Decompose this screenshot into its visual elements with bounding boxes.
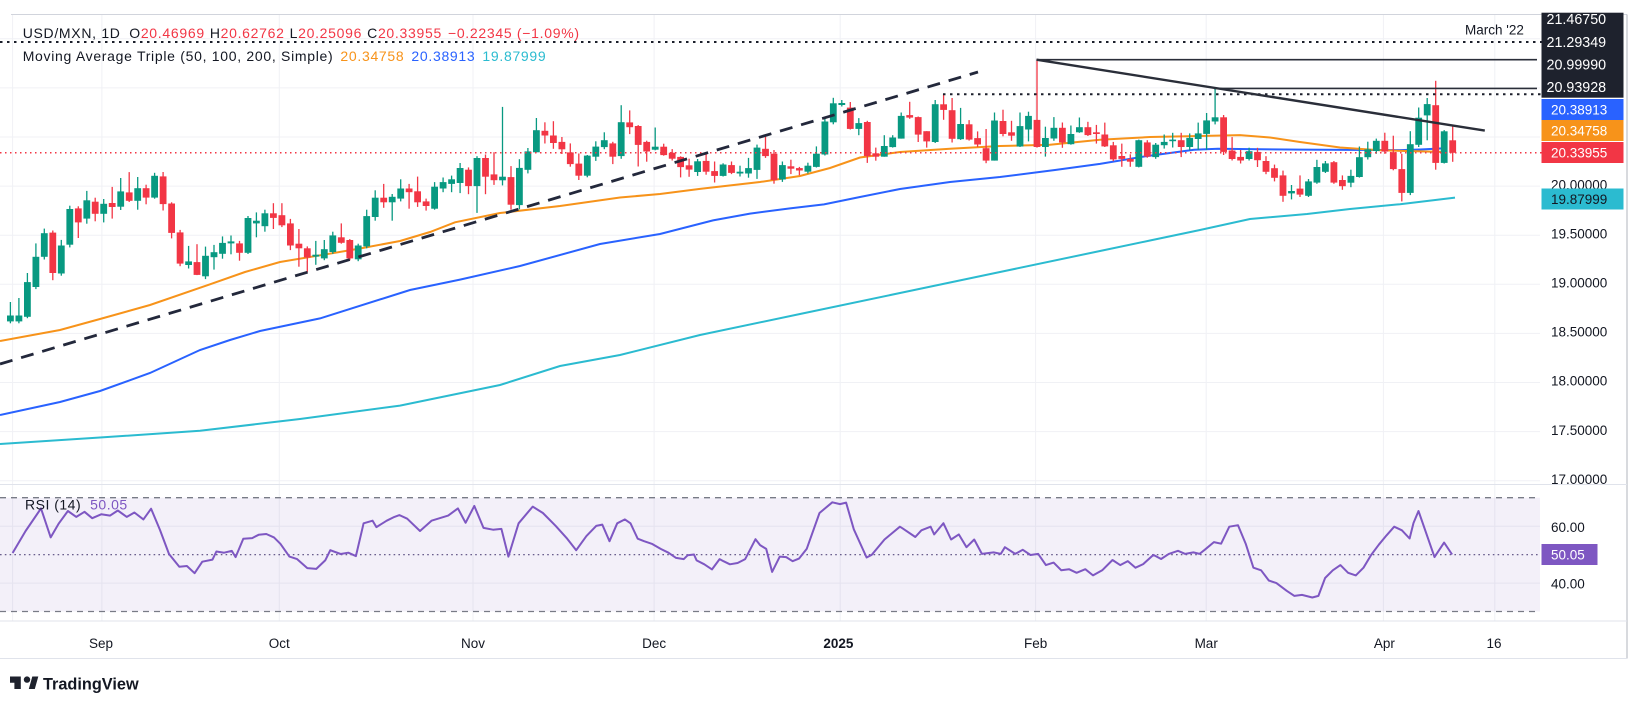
svg-text:Mar: Mar bbox=[1195, 636, 1219, 651]
svg-text:Apr: Apr bbox=[1374, 636, 1396, 651]
svg-text:20.38913: 20.38913 bbox=[1551, 102, 1607, 117]
svg-text:18.00000: 18.00000 bbox=[1551, 374, 1607, 389]
svg-text:20.99990: 20.99990 bbox=[1547, 58, 1607, 74]
svg-text:Dec: Dec bbox=[642, 636, 666, 651]
svg-text:17.50000: 17.50000 bbox=[1551, 423, 1607, 438]
svg-text:Oct: Oct bbox=[269, 636, 290, 651]
svg-text:40.00: 40.00 bbox=[1551, 576, 1585, 591]
svg-text:19.00000: 19.00000 bbox=[1551, 276, 1607, 291]
svg-text:50.05: 50.05 bbox=[1551, 547, 1585, 562]
svg-text:Feb: Feb bbox=[1024, 636, 1047, 651]
svg-text:RSI (14)50.05: RSI (14) 50.05 bbox=[25, 497, 128, 513]
svg-text:TradingView: TradingView bbox=[43, 675, 139, 693]
svg-text:20.33955: 20.33955 bbox=[1551, 145, 1607, 160]
svg-text:16: 16 bbox=[1486, 636, 1501, 651]
svg-text:20.34758: 20.34758 bbox=[1551, 123, 1607, 138]
svg-text:2025: 2025 bbox=[823, 636, 854, 651]
svg-text:21.46750: 21.46750 bbox=[1547, 12, 1607, 28]
svg-text:18.50000: 18.50000 bbox=[1551, 325, 1607, 340]
svg-text:Nov: Nov bbox=[461, 636, 485, 651]
svg-text:March '22: March '22 bbox=[1465, 23, 1524, 38]
svg-text:19.50000: 19.50000 bbox=[1551, 226, 1607, 241]
svg-text:17.00000: 17.00000 bbox=[1551, 472, 1607, 487]
svg-text:Sep: Sep bbox=[89, 636, 113, 651]
svg-text:Moving Average Triple (50, 100: Moving Average Triple (50, 100, 200, Sim… bbox=[23, 48, 547, 64]
svg-text:19.87999: 19.87999 bbox=[1551, 192, 1607, 207]
svg-text:60.00: 60.00 bbox=[1551, 520, 1585, 535]
svg-text:21.29349: 21.29349 bbox=[1547, 35, 1607, 51]
svg-text:20.93928: 20.93928 bbox=[1547, 80, 1607, 96]
